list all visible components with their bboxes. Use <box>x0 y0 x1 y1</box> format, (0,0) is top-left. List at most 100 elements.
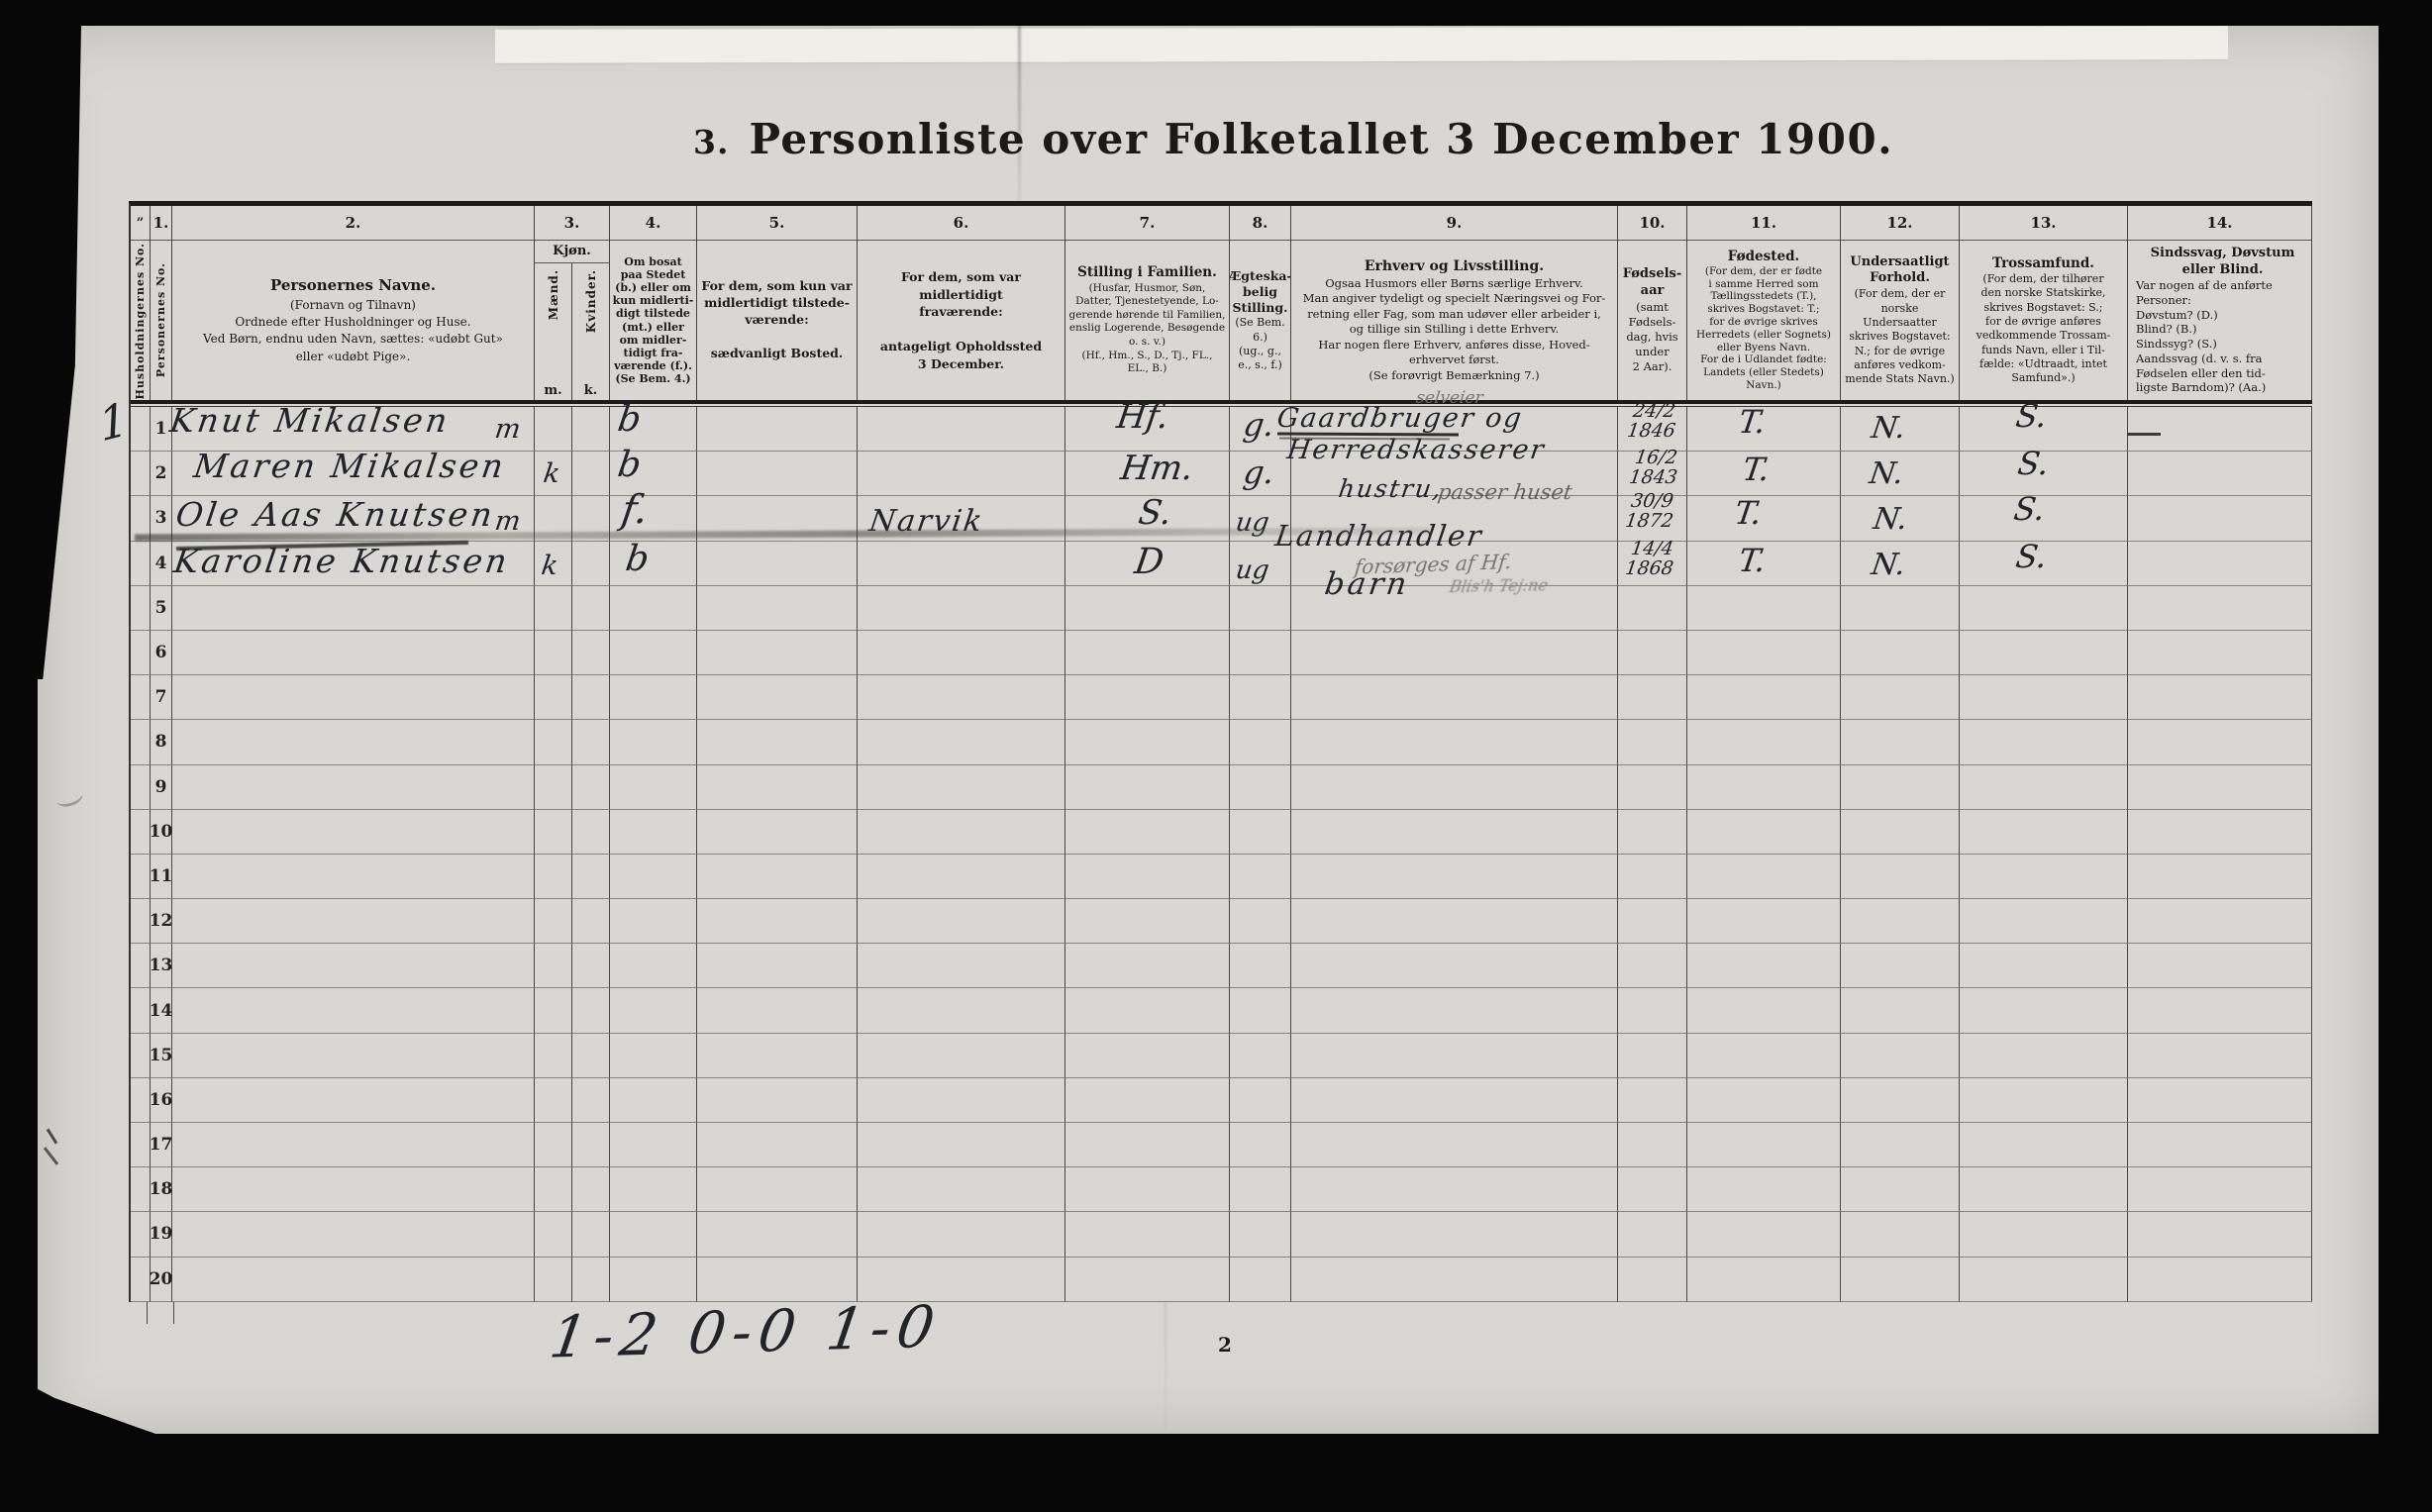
row-number-cell: 14 <box>150 988 172 1034</box>
row-cell <box>1065 1077 1230 1123</box>
row-cell <box>1618 944 1687 989</box>
row-cell <box>1618 1077 1687 1123</box>
row-cell <box>1230 899 1291 945</box>
row-cell <box>1687 944 1841 989</box>
row-cell <box>572 1077 610 1123</box>
row-cell <box>1291 944 1618 989</box>
row-cell <box>610 452 697 497</box>
occupation-handwritten: barn <box>1322 566 1412 602</box>
row-number-cell: 10 <box>150 809 172 855</box>
col-number: 11. <box>1687 206 1840 241</box>
row-number-cell: 17 <box>150 1123 172 1168</box>
row-cell <box>697 1033 858 1078</box>
name-handwritten: Knut Mikalsen <box>167 401 453 440</box>
row-cell <box>172 496 535 542</box>
name-handwritten: Ole Aas Knutsen <box>173 495 498 534</box>
row-cell <box>172 630 535 676</box>
row-cell <box>1687 452 1841 497</box>
column-line-extension <box>147 1302 174 1324</box>
row-cell <box>858 809 1065 855</box>
row-cell <box>572 407 610 453</box>
row-cell <box>572 675 610 721</box>
row-cell <box>1841 452 1960 497</box>
row-cell <box>2128 541 2312 586</box>
row-cell <box>1841 899 1960 945</box>
birth-date-handwritten: 14/4 1868 <box>1624 538 1675 579</box>
col-number: 2. <box>172 206 534 241</box>
header-sex-title: Kjøn. <box>535 241 609 263</box>
row-cell <box>1230 452 1291 497</box>
row-cell <box>172 585 535 631</box>
row-cell <box>610 675 697 721</box>
row-cell <box>1960 541 2128 586</box>
family-position-handwritten: Hm. <box>1118 449 1196 488</box>
row-cell <box>697 1257 858 1302</box>
row-cell <box>131 764 151 810</box>
row-cell <box>131 452 151 497</box>
row-cell <box>535 1077 572 1123</box>
row-cell <box>858 899 1065 945</box>
row-cell <box>1841 1212 1960 1258</box>
header-religion-body: (For dem, der tilhører den norske Statsk… <box>1976 272 2111 385</box>
header-disability-title: Sindssvag, Døvstum eller Blind. <box>2150 246 2295 277</box>
row-cell <box>1960 1257 2128 1302</box>
occupation-pencil-note: passer huset <box>1436 480 1574 504</box>
row-cell <box>172 1167 535 1213</box>
row-cell <box>1687 585 1841 631</box>
row-cell <box>1841 407 1960 453</box>
row-cell <box>858 630 1065 676</box>
row-cell <box>572 452 610 497</box>
header-occupation-title: Erhverv og Livsstilling. <box>1364 257 1545 274</box>
header-marital-title: Ægteska- belig Stilling. <box>1230 267 1291 316</box>
row-cell <box>131 988 151 1034</box>
row-cell <box>1291 1212 1618 1258</box>
row-cell <box>610 630 697 676</box>
row-cell <box>1618 809 1687 855</box>
row-cell <box>131 1257 151 1302</box>
row-cell <box>1618 407 1687 453</box>
row-cell <box>1960 407 2128 453</box>
row-cell <box>610 407 697 453</box>
row-cell <box>1960 1123 2128 1168</box>
row-cell <box>131 1123 151 1168</box>
col-number: 3. <box>535 206 609 241</box>
row-cell <box>572 1257 610 1302</box>
row-cell <box>1230 1167 1291 1213</box>
row-cell <box>610 854 697 900</box>
row-cell <box>1065 585 1230 631</box>
page-title-number: 3. <box>693 123 730 161</box>
row-cell <box>1230 1257 1291 1302</box>
row-cell <box>1960 1167 2128 1213</box>
family-position-handwritten: D <box>1132 542 1166 582</box>
row-cell <box>1618 720 1687 765</box>
row-cell <box>1618 899 1687 945</box>
header-religion-title: Trossamfund. <box>1992 254 2094 271</box>
row-number-cell: 1 <box>151 407 172 453</box>
occupation-handwritten: Landhandler <box>1272 519 1485 553</box>
row-cell <box>131 1167 151 1213</box>
row-cell <box>697 1167 858 1213</box>
row-cell <box>858 452 1065 497</box>
row-cell <box>1841 541 1960 586</box>
row-cell <box>858 854 1065 900</box>
row-cell <box>1065 988 1230 1034</box>
row-cell <box>610 1123 697 1168</box>
row-cell <box>1841 1167 1960 1213</box>
table-body-rows: 1 2 3 4 5 6 7 8 9 10 11 12 13 14 15 16 17 18 19 20 <box>131 406 2312 1302</box>
row-cell <box>1618 988 1687 1034</box>
header-residence-body: Om bosat paa Stedet (b.) eller om kun mi… <box>612 254 694 386</box>
row-cell <box>172 1257 535 1302</box>
row-cell <box>2128 630 2312 676</box>
row-cell <box>2128 1257 2312 1302</box>
header-male-label: Mænd. <box>546 269 560 321</box>
row-cell <box>172 944 535 989</box>
row-cell <box>1291 496 1618 542</box>
row-cell <box>2128 1123 2312 1168</box>
row-cell <box>858 496 1065 542</box>
row-cell <box>2128 675 2312 721</box>
row-cell <box>572 988 610 1034</box>
sex-handwritten: m <box>492 414 523 445</box>
row-cell <box>1291 630 1618 676</box>
marital-status-handwritten: g. <box>1241 406 1277 444</box>
header-names: 2. Personernes Navne. (Fornavn og Tilnav… <box>172 206 535 400</box>
